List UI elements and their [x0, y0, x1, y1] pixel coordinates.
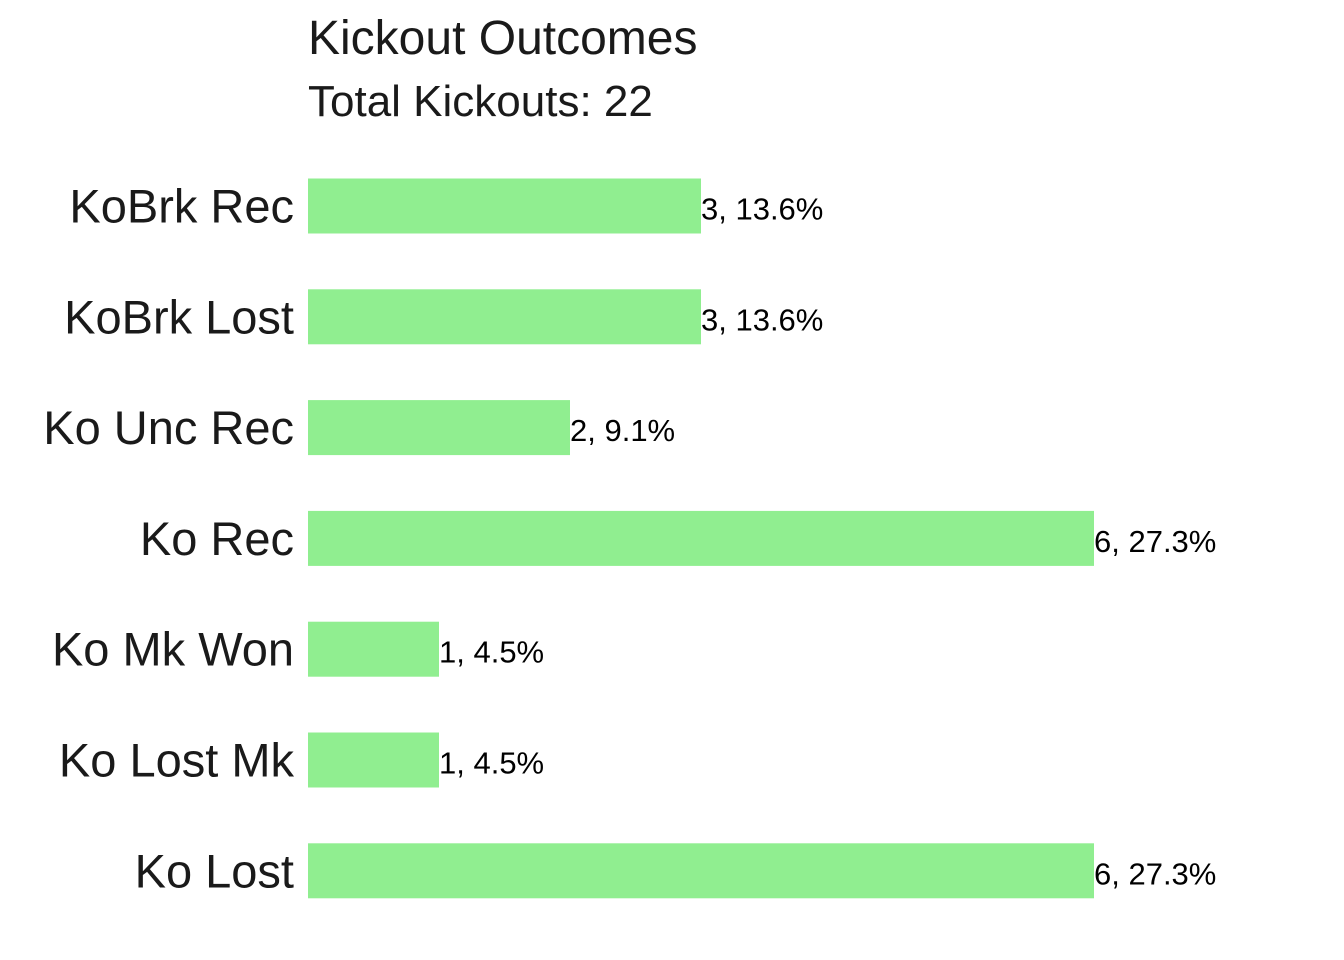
category-label: Ko Mk Won	[52, 623, 294, 676]
bar	[308, 510, 1094, 566]
category-label: Ko Lost	[135, 844, 294, 897]
data-label: 1, 4.5%	[439, 746, 544, 781]
data-label: 3, 13.6%	[701, 192, 823, 227]
chart-subtitle: Total Kickouts: 22	[308, 77, 653, 126]
data-label: 3, 13.6%	[701, 302, 823, 337]
bar	[308, 178, 701, 234]
bar	[308, 732, 439, 788]
category-label: KoBrk Lost	[64, 290, 294, 343]
category-label: KoBrk Rec	[69, 180, 294, 233]
bars-layer: KoBrk Rec 3, 13.6% KoBrk Lost 3, 13.6% Ko Un…	[43, 178, 1216, 899]
bar	[308, 843, 1094, 899]
data-label: 6, 27.3%	[1094, 524, 1216, 559]
category-label: Ko Unc Rec	[43, 401, 294, 454]
chart-title: Kickout Outcomes	[308, 12, 697, 65]
bar	[308, 400, 570, 456]
bar	[308, 289, 701, 345]
data-label: 2, 9.1%	[570, 413, 675, 448]
category-label: Ko Lost Mk	[59, 734, 295, 787]
category-label: Ko Rec	[140, 512, 294, 565]
bar	[308, 621, 439, 677]
data-label: 6, 27.3%	[1094, 856, 1216, 891]
data-label: 1, 4.5%	[439, 635, 544, 670]
